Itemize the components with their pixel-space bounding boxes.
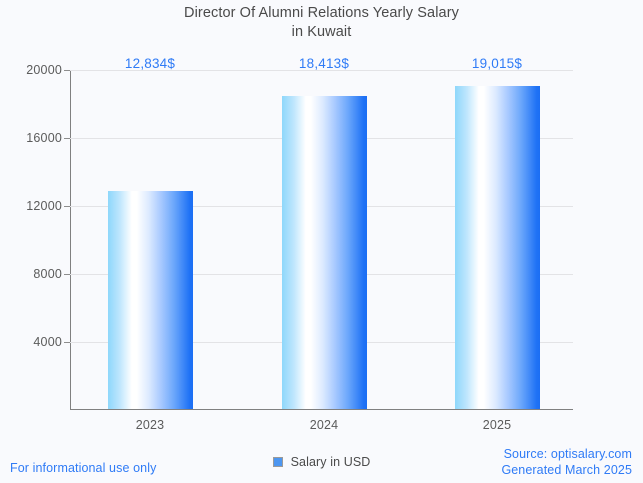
y-tick-20000 <box>64 70 70 71</box>
y-tick-8000 <box>64 274 70 275</box>
x-tick-label-2025: 2025 <box>482 418 512 432</box>
y-tick-label: 20000 <box>26 63 62 77</box>
legend-swatch-icon <box>272 457 283 467</box>
bar-2024[interactable] <box>282 95 367 409</box>
y-tick-16000 <box>64 138 70 139</box>
y-tick-4000 <box>64 342 70 343</box>
y-axis-labels: 20000 16000 12000 8000 4000 <box>0 0 62 483</box>
source-text: Source: optisalary.com <box>503 447 632 461</box>
chart-title: Director Of Alumni Relations Yearly Sala… <box>184 5 459 40</box>
disclaimer-text: For informational use only <box>10 461 157 475</box>
y-axis-line <box>70 70 71 410</box>
x-tick-label-2023: 2023 <box>135 418 165 432</box>
bar-value-2023: 12,834$ <box>124 56 176 71</box>
x-axis-line <box>70 409 573 410</box>
bar-value-2025: 19,015$ <box>471 56 523 71</box>
y-tick-label: 8000 <box>33 267 62 281</box>
y-tick-label: 12000 <box>26 199 62 213</box>
legend-label[interactable]: Salary in USD <box>290 455 371 469</box>
plot-area <box>64 70 573 410</box>
bar-value-2024: 18,413$ <box>298 56 350 71</box>
y-tick-label: 16000 <box>26 131 62 145</box>
chart-legend: Salary in USD <box>0 455 643 469</box>
generated-text: Generated March 2025 <box>501 463 632 477</box>
bar-2023[interactable] <box>108 190 193 409</box>
source-block: Source: optisalary.com Generated March 2… <box>501 446 632 478</box>
y-tick-label: 4000 <box>33 335 62 349</box>
gridline-20000 <box>70 70 573 71</box>
y-tick-12000 <box>64 206 70 207</box>
x-tick-label-2024: 2024 <box>309 418 339 432</box>
bar-2025[interactable] <box>455 85 540 409</box>
